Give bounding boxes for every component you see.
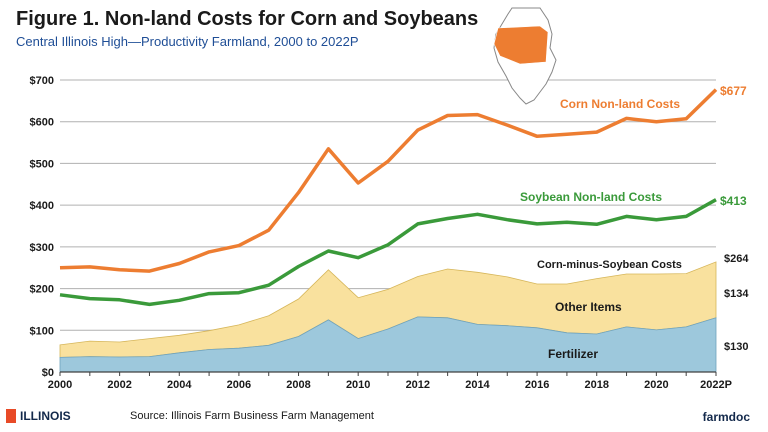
chart-title: Figure 1. Non-land Costs for Corn and So… <box>16 8 479 30</box>
illinois-logo-text: ILLINOIS <box>20 409 71 423</box>
farmdoc-brand: farmdoc <box>702 410 750 424</box>
y-tick-label: $300 <box>30 242 54 254</box>
total-end-value: $264 <box>724 253 749 265</box>
fertilizer-label: Fertilizer <box>548 347 598 361</box>
y-tick-label: $400 <box>30 200 54 212</box>
y-tick-label: $0 <box>42 367 54 379</box>
x-tick-label: 2010 <box>346 379 370 391</box>
y-tick-label: $600 <box>30 117 54 129</box>
soybean-series-label: Soybean Non-land Costs <box>520 190 662 204</box>
fertilizer-end-value: $130 <box>724 341 748 353</box>
x-tick-label: 2014 <box>465 379 490 391</box>
x-tick-label: 2020 <box>644 379 668 391</box>
illinois-map-icon <box>493 7 557 105</box>
x-tick-label: 2006 <box>227 379 251 391</box>
x-tick-label: 2018 <box>584 379 608 391</box>
line-series <box>59 88 718 307</box>
soybean-end-value: $413 <box>720 194 747 208</box>
axes: $0 $100 $200 $300 $400 $500 $600 $700 2000 2002 20… <box>30 75 732 391</box>
soybean-line <box>59 198 717 307</box>
x-tick-label: 2000 <box>48 379 72 391</box>
other-items-end-value: $134 <box>724 288 749 300</box>
x-tick-label: 2002 <box>107 379 131 391</box>
chart-source: Source: Illinois Farm Business Farm Mana… <box>130 410 374 422</box>
chart-labels: Corn Non-land Costs Soybean Non-land Cost… <box>520 84 749 361</box>
corn-line <box>59 88 718 273</box>
corn-series-label: Corn Non-land Costs <box>560 97 680 111</box>
x-tick-label: 2004 <box>167 379 192 391</box>
y-tick-label: $200 <box>30 284 54 296</box>
y-tick-label: $700 <box>30 75 54 87</box>
x-tick-label: 2016 <box>525 379 549 391</box>
corn-end-value: $677 <box>720 84 747 98</box>
area-series <box>59 261 717 373</box>
illinois-logo-icon <box>6 409 16 423</box>
x-tick-label: 2012 <box>406 379 430 391</box>
y-tick-label: $100 <box>30 325 54 337</box>
chart-subtitle: Central Illinois High—Productivity Farml… <box>16 34 359 49</box>
y-tick-label: $500 <box>30 158 54 170</box>
illinois-logo: ILLINOIS <box>6 409 71 423</box>
x-tick-label: 2008 <box>286 379 310 391</box>
other-items-label: Other Items <box>555 300 622 314</box>
corn-minus-soybean-label: Corn-minus-Soybean Costs <box>537 259 682 271</box>
x-tick-label: 2022P <box>700 379 732 391</box>
